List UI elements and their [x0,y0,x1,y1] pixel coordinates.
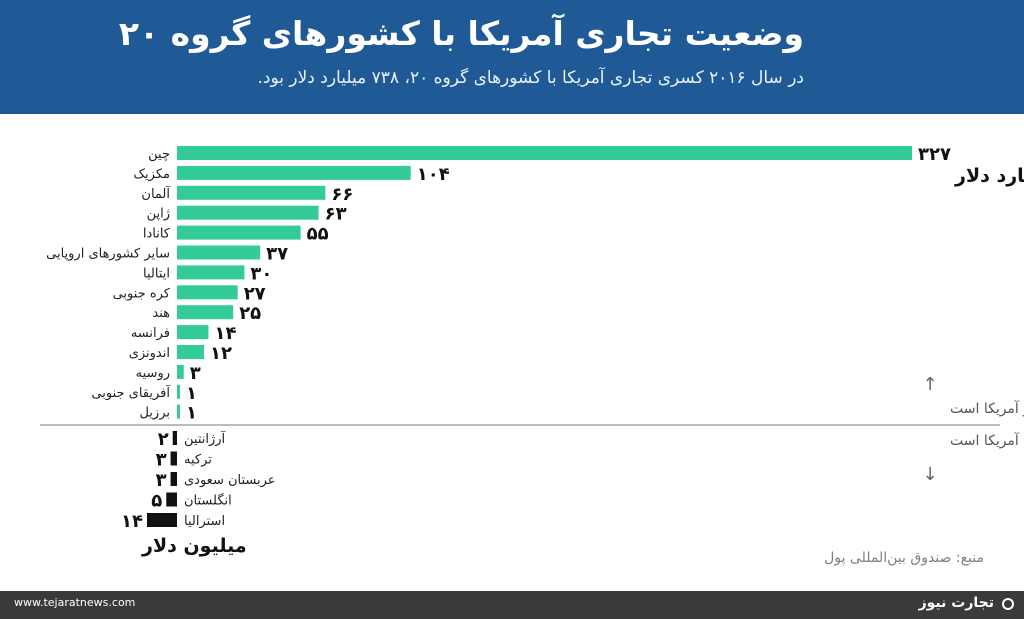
surplus-bar [177,225,301,240]
arrow-up-icon: ↑ [922,374,937,395]
deficit-bar [166,492,177,507]
deficit-value-label: ۳ [156,470,167,491]
surplus-bar [177,404,180,419]
surplus-category-label: روسیه [136,366,170,381]
surplus-value-label: ۳۲۷ [918,144,951,165]
arrow-down-icon: ↓ [922,464,937,485]
surplus-bar [177,345,204,359]
brand-logo-icon [1002,598,1014,610]
deficit-category-label: استرالیا [184,514,225,529]
surplus-bar [177,185,326,200]
surplus-value-label: ۱ [186,403,197,424]
surplus-category-label: ژاپن [147,207,170,222]
surplus-category-label: برزیل [139,406,170,421]
surplus-category-label: کره جنوبی [113,286,171,301]
deficit-category-label: ترکیه [184,453,212,468]
surplus-value-label: ۱ [186,383,197,404]
brand-name: تجارت نیوز [918,595,994,611]
deficit-category-label: انگلستان [184,493,232,509]
deficit-value-label: ۲ [158,429,169,450]
surplus-bar [177,285,238,300]
deficit-unit-label: میلیون دلار [141,535,247,557]
surplus-note: صادرات این کشورها به آمریکا بیش از واردا… [950,400,1024,417]
surplus-bar [177,245,261,260]
page-subtitle: در سال ۲۰۱۶ کسری تجاری آمریکا با کشورهای… [257,68,805,88]
surplus-value-label: ۲۷ [244,283,266,304]
surplus-bar [177,325,209,340]
surplus-category-label: کانادا [143,227,171,242]
surplus-bar [177,205,319,220]
deficit-value-label: ۵ [151,491,162,512]
surplus-category-label: مکزیک [133,167,170,182]
deficit-bars: آرژانتین ۲ ترکیه ۳ عربستان سعودی ۳ انگلستان ۵ اس… [121,429,276,532]
surplus-value-label: ۳۷ [266,244,288,265]
surplus-unit-label: میلیارد دلار [954,165,1024,187]
deficit-bar [170,451,177,466]
deficit-bar [170,472,177,486]
surplus-bar [177,265,245,280]
deficit-value-label: ۳ [156,450,167,471]
surplus-bar [177,305,234,320]
surplus-value-label: ۱۴ [214,323,236,344]
surplus-category-label: آلمان [141,185,171,202]
deficit-bar [172,431,177,445]
surplus-category-label: اندونزی [129,346,170,361]
surplus-category-label: هند [152,306,170,321]
surplus-bar [177,384,180,399]
page-title: وضعیت تجاری آمریکا با کشورهای گروه ۲۰ [118,14,804,53]
surplus-category-label: آفریقای جنوبی [91,384,171,401]
surplus-value-label: ۵۵ [307,224,329,245]
deficit-note: واردات این کشورها از آمریکا بیش از صادرا… [950,432,1024,449]
surplus-category-label: فرانسه [131,326,170,341]
surplus-value-label: ۶۳ [325,204,347,225]
surplus-value-label: ۱۲ [210,343,232,364]
surplus-category-label: سایر کشورهای اروپایی [46,247,170,262]
surplus-category-label: ایتالیا [143,266,170,281]
surplus-value-label: ۶۶ [331,184,353,205]
site-url[interactable]: www.tejaratnews.com [14,596,136,609]
surplus-value-label: ۱۰۴ [417,164,450,185]
surplus-bar [177,165,411,180]
surplus-value-label: ۳ [190,363,201,384]
surplus-bar [177,146,912,160]
surplus-category-label: چین [148,147,170,162]
surplus-value-label: ۳۰ [250,263,272,284]
deficit-category-label: آرژانتین [184,430,227,447]
surplus-value-label: ۲۵ [239,303,261,324]
footer-bar [0,591,1024,619]
source-note: منبع: صندوق بین‌المللی پول [824,550,984,566]
header-banner: وضعیت تجاری آمریکا با کشورهای گروه ۲۰ در… [0,0,1024,114]
deficit-bar [147,513,177,527]
deficit-category-label: عربستان سعودی [184,473,276,488]
surplus-bar [177,364,184,379]
deficit-value-label: ۱۴ [121,511,143,532]
